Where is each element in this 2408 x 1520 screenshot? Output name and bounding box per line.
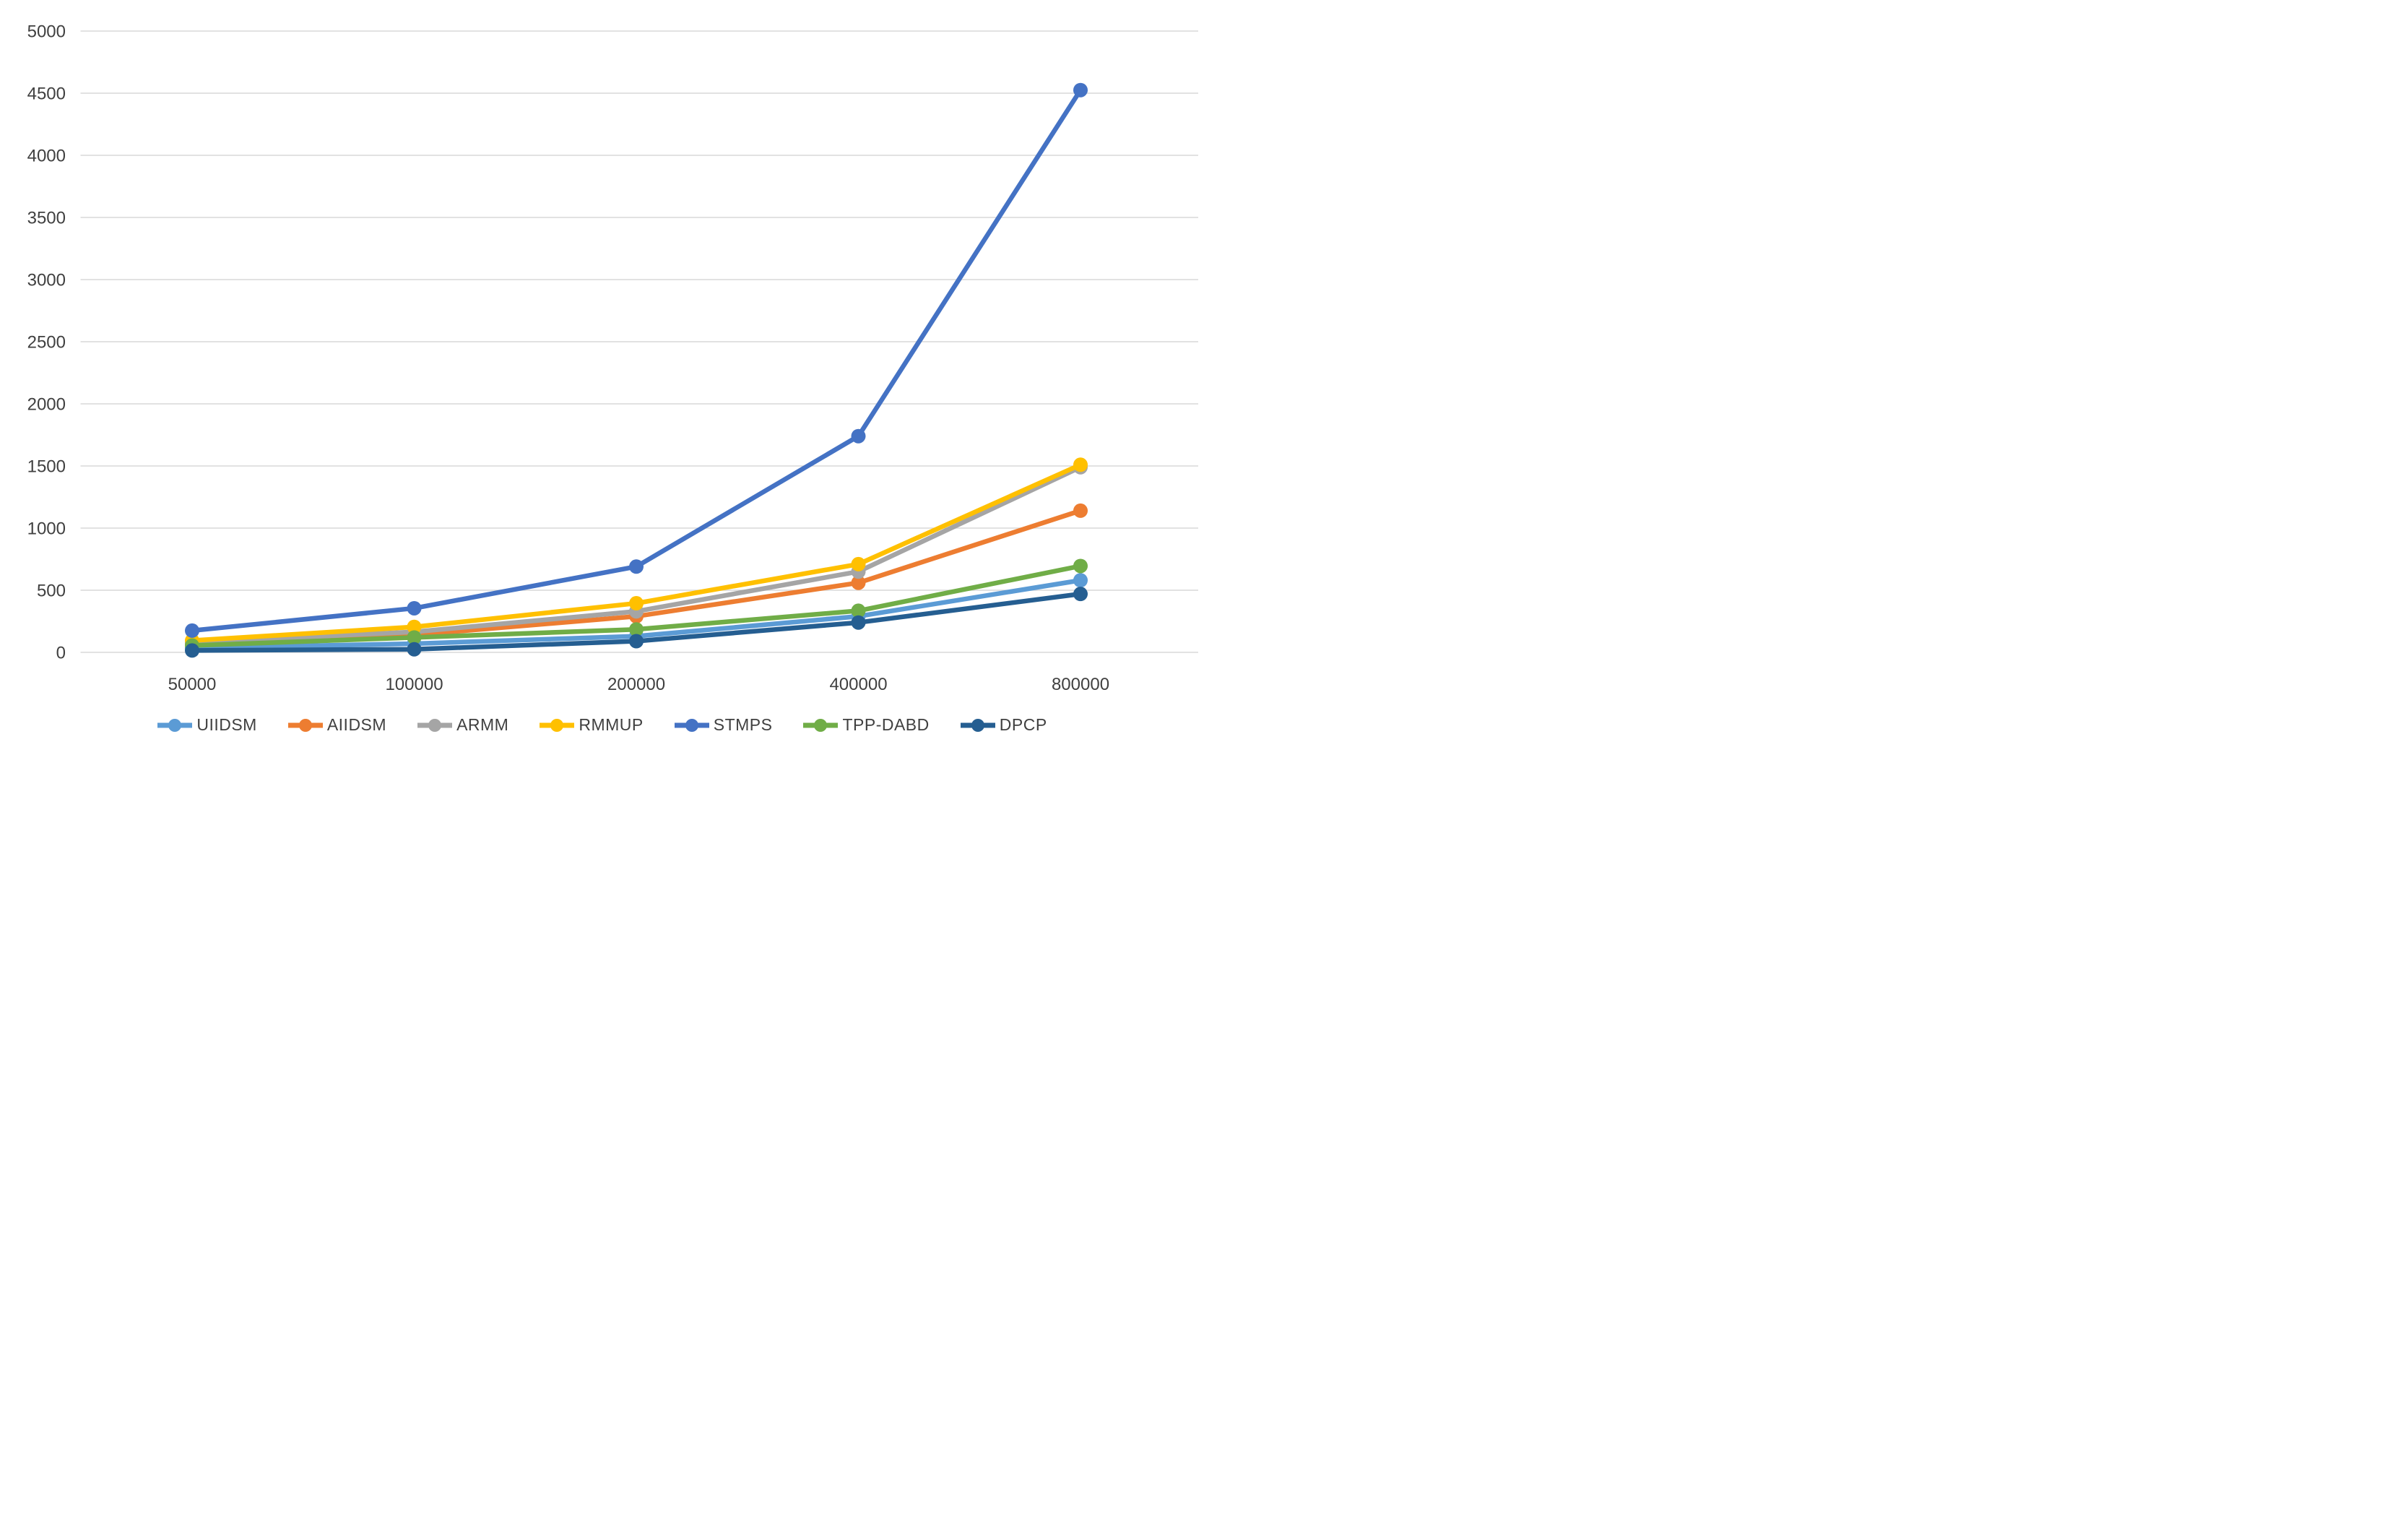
- legend-label: AIIDSM: [326, 715, 387, 734]
- data-point-tpp-dabd: [1073, 558, 1088, 574]
- y-tick-label: 3000: [27, 271, 66, 290]
- data-point-stmps: [185, 623, 199, 638]
- legend-label: RMMUP: [579, 715, 644, 734]
- legend-item-aiidsm: AIIDSM: [287, 715, 386, 735]
- legend-label: DPCP: [999, 715, 1047, 734]
- chart-legend: UIIDSM AIIDSM ARMM RMMUP STMPS TPP-DABD DPCP: [0, 715, 1204, 735]
- data-point-dpcp: [629, 634, 644, 649]
- legend-marker-icon: [157, 718, 193, 732]
- y-tick-label: 5000: [27, 22, 66, 42]
- legend-label: STMPS: [713, 715, 773, 734]
- data-point-rmmup: [851, 556, 866, 571]
- x-tick-label: 200000: [607, 675, 665, 694]
- data-point-stmps: [1073, 82, 1088, 98]
- data-point-aiidsm: [1073, 503, 1088, 518]
- legend-marker-icon: [803, 718, 839, 732]
- x-axis-labels: 50000 100000 200000 400000 800000: [168, 675, 1109, 694]
- legend-label: UIIDSM: [196, 715, 257, 734]
- data-point-dpcp: [407, 642, 422, 657]
- data-point-stmps: [407, 600, 422, 616]
- data-point-tpp-dabd: [407, 630, 422, 645]
- plot-area: 0 500 1000 1500 2000 2500 3000 3500 4000 4500 5000…: [0, 1, 1204, 709]
- x-tick-label: 100000: [385, 675, 443, 694]
- chart-canvas: 0 500 1000 1500 2000 2500 3000 3500 4000 4500 5000…: [27, 22, 1198, 694]
- x-tick-label: 400000: [829, 675, 887, 694]
- legend-marker-icon: [674, 718, 709, 732]
- legend-item-rmmup: RMMUP: [539, 715, 643, 735]
- data-point-rmmup: [1073, 457, 1088, 472]
- series-dpcp: [185, 587, 1088, 658]
- legend-item-uiidsm: UIIDSM: [157, 715, 257, 735]
- y-tick-label: 2000: [27, 395, 66, 415]
- legend-marker-icon: [540, 718, 575, 732]
- data-point-dpcp: [851, 615, 866, 630]
- data-point-rmmup: [629, 596, 644, 611]
- legend-marker-icon: [417, 718, 453, 732]
- y-tick-label: 4500: [27, 85, 66, 104]
- data-point-tpp-dabd: [629, 622, 644, 637]
- y-axis-labels: 0 500 1000 1500 2000 2500 3000 3500 4000 4500 5000: [27, 22, 66, 663]
- series-line-stmps: [189, 87, 1083, 634]
- data-point-rmmup: [407, 619, 422, 634]
- x-tick-label: 800000: [1052, 675, 1109, 694]
- gridlines: [80, 30, 1198, 653]
- data-point-aiidsm: [851, 575, 866, 590]
- y-tick-label: 1500: [27, 457, 66, 477]
- y-tick-label: 2500: [27, 333, 66, 353]
- series-stmps: [185, 82, 1088, 638]
- y-tick-label: 1000: [27, 519, 66, 539]
- data-point-stmps: [851, 428, 866, 444]
- legend-marker-icon: [287, 718, 323, 732]
- y-tick-label: 500: [37, 582, 66, 601]
- data-point-stmps: [629, 559, 644, 574]
- data-point-dpcp: [185, 643, 199, 658]
- legend-item-armm: ARMM: [417, 715, 508, 735]
- data-point-uiidsm: [1073, 573, 1088, 588]
- legend-item-dpcp: DPCP: [960, 715, 1047, 735]
- data-point-tpp-dabd: [851, 603, 866, 618]
- data-point-dpcp: [1073, 587, 1088, 602]
- y-tick-label: 0: [56, 644, 66, 663]
- legend-marker-icon: [960, 718, 995, 732]
- legend-item-stmps: STMPS: [674, 715, 773, 735]
- legend-label: TPP-DABD: [842, 715, 930, 734]
- legend-label: ARMM: [456, 715, 509, 734]
- y-tick-label: 3500: [27, 209, 66, 228]
- line-chart: 0 500 1000 1500 2000 2500 3000 3500 4000 4500 5000…: [0, 0, 1204, 760]
- x-tick-label: 50000: [168, 675, 217, 694]
- y-tick-label: 4000: [27, 147, 66, 166]
- legend-item-tpp-dabd: TPP-DABD: [802, 715, 929, 735]
